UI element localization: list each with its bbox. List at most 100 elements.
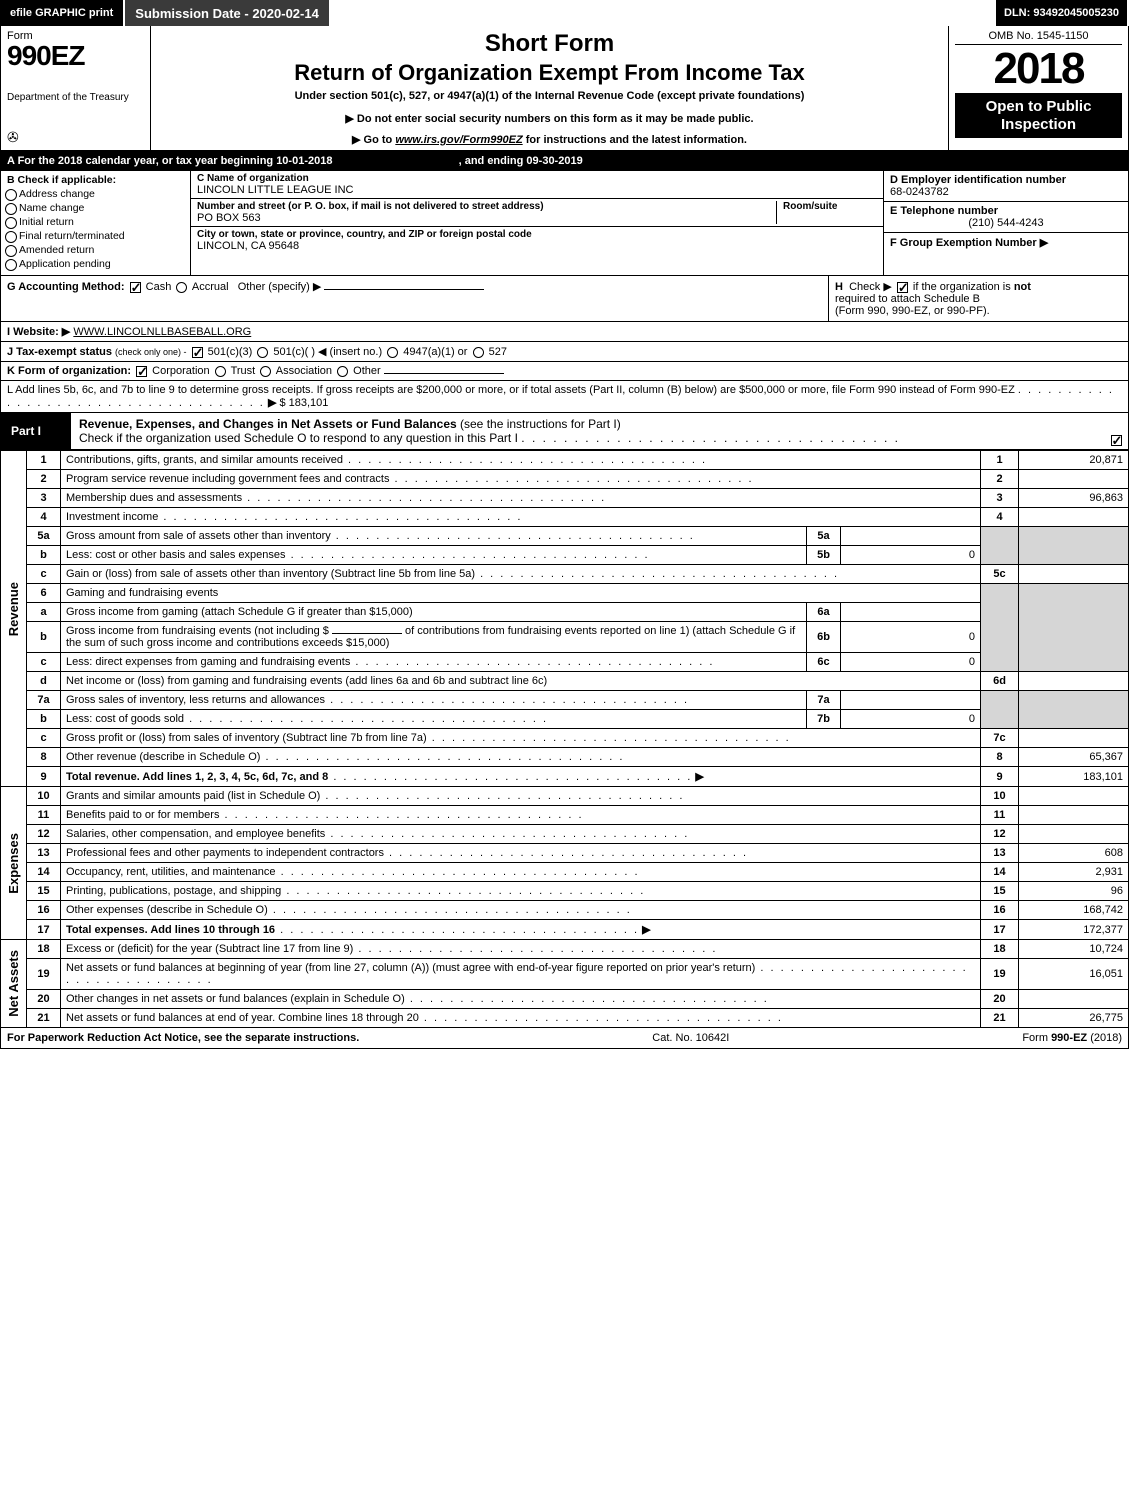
j-527-checkbox[interactable] (473, 347, 484, 358)
table-row: 6 Gaming and fundraising events (1, 584, 1129, 603)
table-row: 20Other changes in net assets or fund ba… (1, 990, 1129, 1009)
accrual-checkbox[interactable] (176, 282, 187, 293)
section-l: L Add lines 5b, 6c, and 7b to line 9 to … (0, 381, 1129, 413)
table-row: 21Net assets or fund balances at end of … (1, 1009, 1129, 1028)
check-application-pending[interactable]: Application pending (19, 258, 184, 270)
table-row: b Gross income from fundraising events (… (1, 622, 1129, 653)
k-trust-label: Trust (231, 365, 256, 377)
form-header: Form 990EZ ✇ Department of the Treasury … (0, 26, 1129, 151)
goto-link[interactable]: www.irs.gov/Form990EZ (395, 134, 522, 146)
section-def: D Employer identification number 68-0243… (883, 171, 1128, 275)
city-label: City or town, state or province, country… (197, 229, 877, 240)
j-sub: (check only one) - (115, 347, 187, 357)
table-row: 3 Membership dues and assessments 3 96,8… (1, 489, 1129, 508)
h-text4: (Form 990, 990-EZ, or 990-PF). (835, 305, 990, 317)
dln: DLN: 93492045005230 (996, 0, 1129, 26)
table-row: Expenses 10 Grants and similar amounts p… (1, 787, 1129, 806)
room-label: Room/suite (783, 201, 877, 212)
c-label: C Name of organization (197, 173, 877, 184)
cash-checkbox[interactable] (130, 282, 141, 293)
part1-check-text: Check if the organization used Schedule … (79, 431, 518, 445)
under-section: Under section 501(c), 527, or 4947(a)(1)… (159, 90, 940, 102)
line-desc: Contributions, gifts, grants, and simila… (66, 454, 343, 466)
header-mid: Short Form Return of Organization Exempt… (151, 26, 948, 150)
k-corp-label: Corporation (152, 365, 209, 377)
i-label: I Website: ▶ (7, 326, 70, 338)
submission-date: Submission Date - 2020-02-14 (125, 0, 331, 26)
check-initial-return[interactable]: Initial return (19, 216, 184, 228)
e-label: E Telephone number (890, 205, 1122, 217)
irs-seal-icon: ✇ (7, 129, 19, 146)
j-501c3-label: 501(c)(3) (208, 346, 253, 358)
phone-value: (210) 544-4243 (890, 217, 1122, 229)
check-name-change[interactable]: Name change (19, 202, 184, 214)
section-c: C Name of organization LINCOLN LITTLE LE… (191, 171, 883, 275)
period-row: A For the 2018 calendar year, or tax yea… (0, 151, 1129, 171)
f-label: F Group Exemption Number ▶ (890, 237, 1048, 249)
table-row: 17Total expenses. Add lines 10 through 1… (1, 920, 1129, 940)
b-label: B Check if applicable: (7, 174, 184, 186)
l-amount: $ 183,101 (279, 397, 328, 409)
table-row: 11Benefits paid to or for members11 (1, 806, 1129, 825)
section-b: B Check if applicable: Address change Na… (1, 171, 191, 275)
k-other-checkbox[interactable] (337, 366, 348, 377)
goto-post: for instructions and the latest informat… (523, 134, 747, 146)
table-row: 14Occupancy, rent, utilities, and mainte… (1, 863, 1129, 882)
short-form-title: Short Form (159, 30, 940, 58)
section-g: G Accounting Method: Cash Accrual Other … (1, 276, 828, 321)
j-501c-checkbox[interactable] (257, 347, 268, 358)
table-row: 19Net assets or fund balances at beginni… (1, 959, 1129, 990)
k-corp-checkbox[interactable] (136, 366, 147, 377)
table-row: 12Salaries, other compensation, and empl… (1, 825, 1129, 844)
h-text2: if the organization is (913, 281, 1011, 293)
netassets-sidebar: Net Assets (6, 950, 21, 1017)
table-row: d Net income or (loss) from gaming and f… (1, 672, 1129, 691)
line-num: 1 (27, 451, 61, 470)
part1-title-bold: Revenue, Expenses, and Changes in Net As… (79, 417, 457, 431)
part1-checkbox[interactable] (1111, 435, 1122, 446)
check-amended-return[interactable]: Amended return (19, 244, 184, 256)
ein-value: 68-0243782 (890, 186, 1122, 198)
j-501c-label: 501(c)( ) ◀ (insert no.) (273, 346, 382, 358)
j-527-label: 527 (489, 346, 507, 358)
g-label: G Accounting Method: (7, 281, 125, 293)
table-row: Revenue 1 Contributions, gifts, grants, … (1, 451, 1129, 470)
tax-year: 2018 (955, 45, 1122, 94)
j-label: J Tax-exempt status (7, 346, 112, 358)
d-label: D Employer identification number (890, 174, 1122, 186)
k-trust-checkbox[interactable] (215, 366, 226, 377)
h-checkbox[interactable] (897, 282, 908, 293)
h-check-text: Check ▶ (849, 281, 892, 293)
efile-print[interactable]: efile GRAPHIC print (0, 0, 125, 26)
top-bar: efile GRAPHIC print Submission Date - 20… (0, 0, 1129, 26)
k-label: K Form of organization: (7, 365, 131, 377)
h-not: not (1014, 281, 1031, 293)
section-h: H Check ▶ if the organization is not req… (828, 276, 1128, 321)
table-row: 16Other expenses (describe in Schedule O… (1, 901, 1129, 920)
table-row: Net Assets 18 Excess or (deficit) for th… (1, 940, 1129, 959)
expenses-sidebar: Expenses (6, 833, 21, 894)
period-begin: A For the 2018 calendar year, or tax yea… (7, 155, 332, 167)
goto-line: ▶ Go to www.irs.gov/Form990EZ for instru… (159, 133, 940, 146)
check-address-change[interactable]: Address change (19, 188, 184, 200)
return-title: Return of Organization Exempt From Incom… (159, 60, 940, 86)
section-k: K Form of organization: Corporation Trus… (0, 362, 1129, 381)
table-row: 15Printing, publications, postage, and s… (1, 882, 1129, 901)
omb-number: OMB No. 1545-1150 (955, 30, 1122, 45)
cash-label: Cash (146, 281, 172, 293)
check-final-return[interactable]: Final return/terminated (19, 230, 184, 242)
period-end: , and ending 09-30-2019 (459, 155, 583, 167)
header-left: Form 990EZ ✇ Department of the Treasury (1, 26, 151, 150)
table-row: 2 Program service revenue including gove… (1, 470, 1129, 489)
department-label: Department of the Treasury (7, 92, 144, 103)
website-value[interactable]: WWW.LINCOLNLLBASEBALL.ORG (73, 326, 251, 338)
l-text: L Add lines 5b, 6c, and 7b to line 9 to … (7, 384, 1015, 396)
j-4947-checkbox[interactable] (387, 347, 398, 358)
k-assoc-label: Association (276, 365, 332, 377)
j-501c3-checkbox[interactable] (192, 347, 203, 358)
footer-left: For Paperwork Reduction Act Notice, see … (7, 1032, 359, 1044)
open-to-public: Open to Public Inspection (955, 94, 1122, 138)
org-name: LINCOLN LITTLE LEAGUE INC (197, 184, 877, 196)
part1-title-reg: (see the instructions for Part I) (460, 417, 621, 431)
k-assoc-checkbox[interactable] (260, 366, 271, 377)
